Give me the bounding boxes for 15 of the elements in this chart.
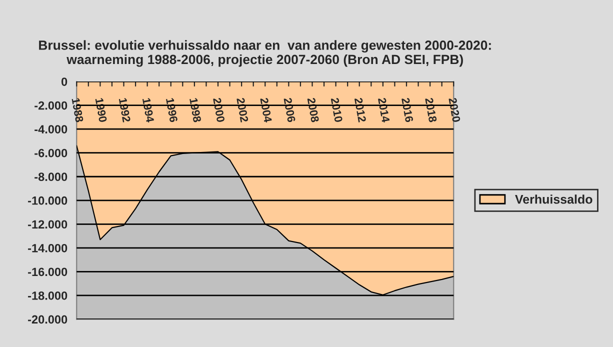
y-tick-label: 0 <box>62 78 68 86</box>
y-tick-label: -10.000 <box>28 196 68 205</box>
y-tick-label: -16.000 <box>28 268 68 276</box>
y-tick-label: -18.000 <box>28 292 68 300</box>
y-tick-label: -4.000 <box>34 125 68 134</box>
x-tick-label: 2020 <box>448 98 460 122</box>
y-tick-label: -20.000 <box>28 315 68 324</box>
y-tick-label: -12.000 <box>28 220 68 229</box>
y-tick-label: -14.000 <box>28 244 68 252</box>
chart-title: Brussel: evolutie verhuissaldo naar en van andere gewesten 2000-2020: waarneming 1988-2006, projectie 2007-2060 (Bron AD SEI, FPB) <box>39 40 491 67</box>
legend-label: Verhuissaldo <box>515 194 592 204</box>
y-tick-label: -8.000 <box>34 172 68 182</box>
x-tick-label: 1988 <box>72 98 84 122</box>
y-tick-label: -2.000 <box>34 101 68 110</box>
y-tick-label: -6.000 <box>34 148 68 158</box>
